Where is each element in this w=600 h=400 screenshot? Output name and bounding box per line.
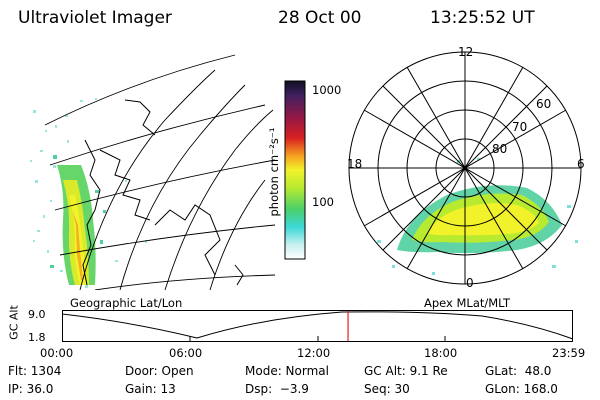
altitude-plot [62,310,574,342]
altitude-axis-label: GC Alt [7,305,21,340]
mlt-12-label: 12 [458,45,474,59]
lat-80-label: 80 [492,142,508,156]
polar-plot [348,51,582,285]
dsp-value: Dsp: −3.9 [245,382,309,396]
colorbar [284,80,306,260]
mlt-6-label: 6 [577,157,585,171]
time-tick-0000: 00:00 [40,346,74,360]
flight-number: Flt: 1304 [8,364,62,378]
mlt-0-label: 0 [466,276,474,290]
colorbar-tick-100: 100 [312,195,334,209]
lat-60-label: 60 [536,97,552,111]
right-panel-caption: Apex MLat/MLT [424,296,511,310]
mlt-18-label: 18 [347,157,363,171]
sequence-value: Seq: 30 [364,382,410,396]
colorbar-label: photon cm⁻²s⁻¹ [267,127,281,217]
left-panel-caption: Geographic Lat/Lon [70,296,183,310]
mode-value: Mode: Normal [245,364,329,378]
colorbar-tick-1000: 1000 [312,83,342,97]
ip-value: IP: 36.0 [8,382,54,396]
door-status: Door: Open [125,364,194,378]
lat-70-label: 70 [512,120,528,134]
instrument-title: Ultraviolet Imager [18,8,172,28]
time-tick-0600: 06:00 [169,346,203,360]
glat-value: GLat: 48.0 [485,364,552,378]
gain-value: Gain: 13 [125,382,176,396]
gc-altitude-value: GC Alt: 9.1 Re [364,364,448,378]
glon-value: GLon: 168.0 [485,382,558,396]
time-tick-1200: 12:00 [297,346,331,360]
altitude-tick-top: 9.0 [28,308,46,321]
time-tick-2359: 23:59 [552,346,586,360]
geographic-image [30,54,275,290]
time-label: 13:25:52 UT [430,8,535,28]
time-tick-1800: 18:00 [424,346,458,360]
altitude-tick-bottom: 1.8 [28,331,46,344]
date-label: 28 Oct 00 [278,8,362,28]
